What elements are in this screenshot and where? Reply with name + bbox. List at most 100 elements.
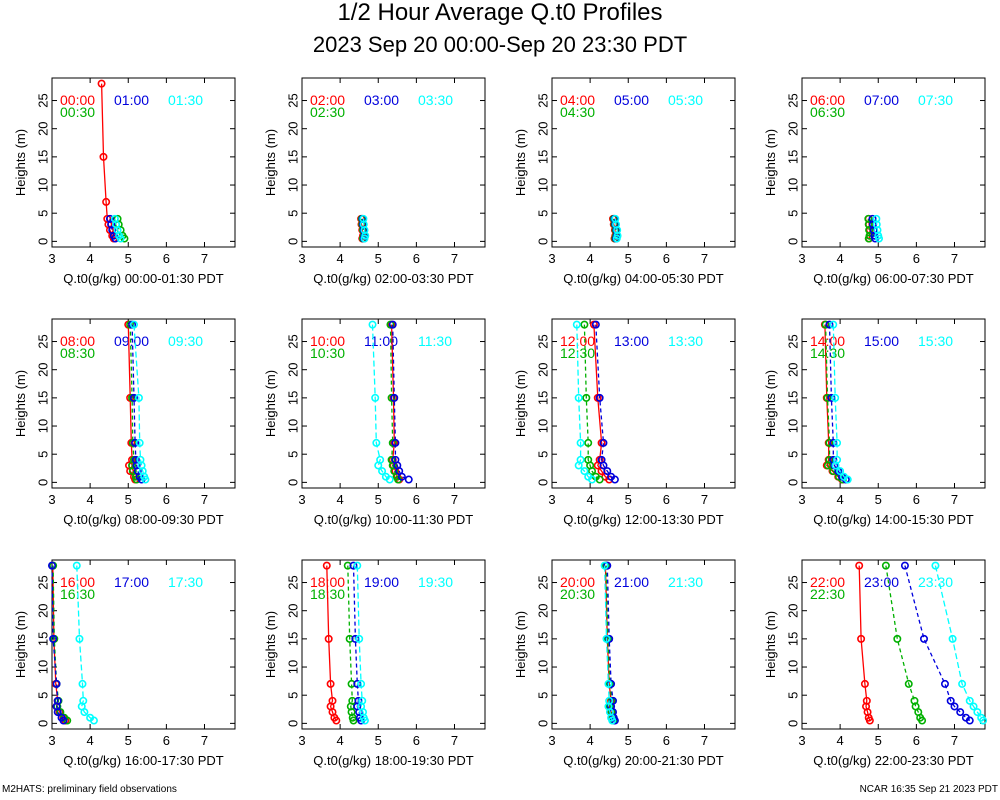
y-tick-label: 15 bbox=[785, 391, 800, 405]
data-point bbox=[360, 234, 369, 243]
panel-1: 3 4 5 6 7 0 5 10 15 20 25 Q.t0(g/kg) 00:00-01:30 PD… bbox=[13, 77, 236, 286]
legend-label-2: 20:30 bbox=[560, 586, 595, 602]
legend-label-1: 10:00 bbox=[310, 333, 345, 349]
series-line-3 bbox=[131, 324, 143, 480]
y-tick-label: 25 bbox=[285, 334, 300, 348]
y-tick-label: 10 bbox=[535, 660, 550, 674]
y-tick-label: 5 bbox=[535, 692, 550, 699]
x-tick-label: 6 bbox=[413, 251, 420, 266]
legend-label-3: 07:00 bbox=[864, 92, 899, 108]
legend-label-1: 08:00 bbox=[60, 333, 95, 349]
x-axis-label: Q.t0(g/kg) 18:00-19:30 PDT bbox=[313, 753, 473, 768]
y-tick-label: 15 bbox=[785, 150, 800, 164]
legend-label-4: 11:30 bbox=[418, 333, 452, 349]
data-point bbox=[588, 475, 597, 484]
data-point bbox=[823, 393, 832, 402]
data-point bbox=[134, 393, 143, 402]
y-tick-label: 20 bbox=[785, 362, 800, 376]
y-axis-label: Heights (m) bbox=[13, 370, 28, 437]
data-point bbox=[374, 461, 383, 470]
data-point bbox=[390, 393, 399, 402]
data-point bbox=[131, 438, 140, 447]
y-tick-label: 20 bbox=[785, 603, 800, 617]
data-point bbox=[385, 475, 394, 484]
y-tick-label: 0 bbox=[785, 238, 800, 245]
data-point bbox=[141, 475, 150, 484]
y-axis-label: Heights (m) bbox=[263, 611, 278, 678]
data-point bbox=[324, 634, 333, 643]
legend-label-4: 03:30 bbox=[418, 92, 453, 108]
y-tick-label: 10 bbox=[285, 419, 300, 433]
y-tick-label: 25 bbox=[35, 334, 50, 348]
panel-5: 3 4 5 6 7 0 5 10 15 20 25 Q.t0(g/kg) 08:00-09:30 PD… bbox=[13, 318, 236, 527]
data-point bbox=[603, 467, 612, 476]
y-tick-label: 5 bbox=[285, 210, 300, 217]
data-point bbox=[322, 561, 331, 570]
y-tick-label: 0 bbox=[535, 238, 550, 245]
x-axis-label: Q.t0(g/kg) 04:00-05:30 PDT bbox=[563, 271, 723, 286]
x-tick-label: 7 bbox=[701, 251, 708, 266]
data-point bbox=[574, 461, 583, 470]
legend-label-1: 00:00 bbox=[60, 92, 95, 108]
x-tick-label: 5 bbox=[375, 733, 382, 748]
legend-label-3: 05:00 bbox=[614, 92, 649, 108]
legend-label-4: 01:30 bbox=[168, 92, 203, 108]
x-tick-label: 4 bbox=[587, 251, 594, 266]
x-tick-label: 4 bbox=[337, 733, 344, 748]
data-point bbox=[612, 234, 621, 243]
legend-label-3: 03:00 bbox=[364, 92, 399, 108]
data-point bbox=[843, 475, 852, 484]
y-tick-label: 5 bbox=[35, 692, 50, 699]
x-tick-label: 4 bbox=[837, 251, 844, 266]
legend-label-4: 13:30 bbox=[668, 333, 703, 349]
x-tick-label: 3 bbox=[298, 251, 305, 266]
legend-label-1: 02:00 bbox=[310, 92, 345, 108]
data-point bbox=[78, 679, 87, 688]
series-line-3 bbox=[606, 565, 616, 721]
x-tick-label: 3 bbox=[548, 733, 555, 748]
plot-frame bbox=[801, 559, 986, 730]
y-tick-label: 25 bbox=[35, 93, 50, 107]
data-point bbox=[948, 634, 957, 643]
legend-label-1: 16:00 bbox=[60, 574, 95, 590]
y-tick-label: 15 bbox=[535, 150, 550, 164]
panel-8: 3 4 5 6 7 0 5 10 15 20 25 Q.t0(g/kg) 14:00-15:30 PD… bbox=[763, 318, 986, 527]
y-tick-label: 20 bbox=[285, 362, 300, 376]
x-tick-label: 3 bbox=[798, 251, 805, 266]
x-tick-label: 4 bbox=[837, 492, 844, 507]
footer-note: M2HATS: preliminary field observations bbox=[2, 784, 177, 795]
plot-frame bbox=[301, 77, 486, 248]
y-tick-label: 15 bbox=[535, 391, 550, 405]
data-point bbox=[958, 679, 967, 688]
y-tick-label: 15 bbox=[535, 632, 550, 646]
y-tick-label: 15 bbox=[35, 391, 50, 405]
data-point bbox=[75, 634, 84, 643]
y-tick-label: 25 bbox=[535, 575, 550, 589]
x-tick-label: 5 bbox=[875, 251, 882, 266]
legend-label-3: 23:00 bbox=[864, 574, 899, 590]
data-point bbox=[372, 438, 381, 447]
y-tick-label: 25 bbox=[785, 334, 800, 348]
legend-label-4: 21:30 bbox=[668, 574, 703, 590]
data-point bbox=[881, 561, 890, 570]
x-tick-label: 5 bbox=[125, 733, 132, 748]
legend-label-4: 15:30 bbox=[918, 333, 953, 349]
y-tick-label: 15 bbox=[285, 391, 300, 405]
x-tick-label: 6 bbox=[913, 492, 920, 507]
x-tick-label: 7 bbox=[951, 251, 958, 266]
legend-label-3: 09:00 bbox=[114, 333, 149, 349]
legend-label-3: 17:00 bbox=[114, 574, 149, 590]
y-tick-label: 20 bbox=[535, 603, 550, 617]
y-tick-label: 25 bbox=[35, 575, 50, 589]
y-tick-label: 20 bbox=[535, 121, 550, 135]
y-axis-label: Heights (m) bbox=[513, 370, 528, 437]
series-line-4 bbox=[934, 565, 984, 721]
x-tick-label: 3 bbox=[298, 492, 305, 507]
data-point bbox=[116, 234, 125, 243]
data-point bbox=[391, 438, 400, 447]
data-point bbox=[368, 320, 377, 329]
series-line-2 bbox=[129, 324, 138, 480]
legend-label-1: 20:00 bbox=[560, 574, 595, 590]
x-tick-label: 6 bbox=[913, 733, 920, 748]
legend-label-2: 08:30 bbox=[60, 345, 95, 361]
